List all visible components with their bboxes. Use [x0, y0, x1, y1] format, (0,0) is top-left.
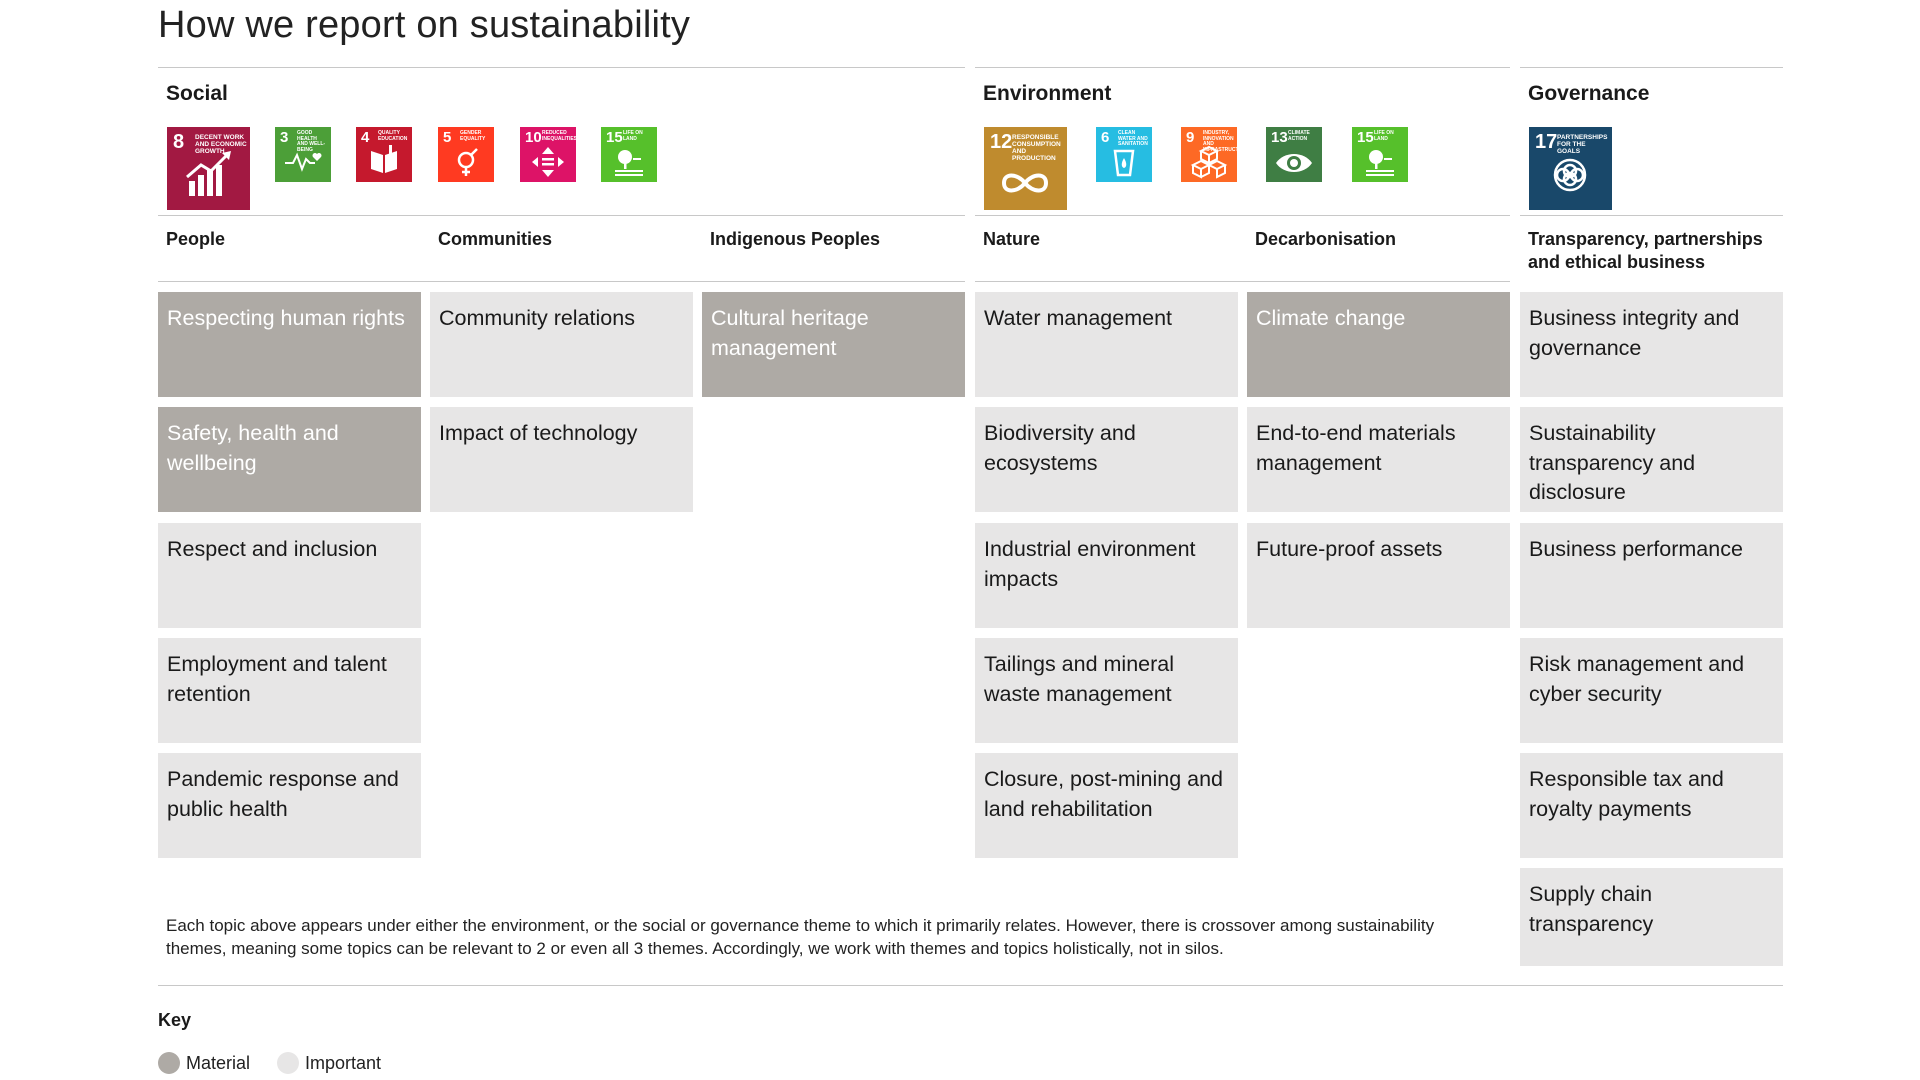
topic-cell: Pandemic response and public health	[158, 753, 421, 858]
sdg-13-icon: 13 Climate action	[1266, 127, 1322, 182]
sdg-4-icon: 4 Quality education	[356, 127, 412, 182]
topic-cell: Closure, post-mining and land rehabilita…	[975, 753, 1238, 858]
sdg-3-icon: 3 Good health and well-being	[275, 127, 331, 182]
topic-cell: Employment and talent retention	[158, 638, 421, 743]
theme-rule-social	[158, 67, 965, 68]
sdg-12-icon: 12 Responsible consumption and productio…	[984, 127, 1067, 210]
topic-cell: Industrial environment impacts	[975, 523, 1238, 628]
subtheme-decarbonisation: Decarbonisation	[1255, 229, 1397, 249]
theme-title-governance: Governance	[1528, 82, 1650, 105]
sdg-10-icon: 10 Reduced inequalities	[520, 127, 576, 182]
topics-rule-social	[158, 281, 965, 282]
topic-cell: Business integrity and governance	[1520, 292, 1783, 397]
topic-cell: Cultural heritage management	[702, 292, 965, 397]
sdg-15-icon: 15 Life on land	[1352, 127, 1408, 182]
subtheme-people: People	[166, 229, 226, 249]
subtheme-transparency: Transparency, partnerships and ethical b…	[1528, 229, 1763, 272]
topic-cell: Tailings and mineral waste management	[975, 638, 1238, 743]
topic-cell: Respect and inclusion	[158, 523, 421, 628]
topic-cell: Community relations	[430, 292, 693, 397]
theme-title-social: Social	[166, 82, 228, 105]
topic-cell: End-to-end materials management	[1247, 407, 1510, 512]
theme-rule-governance	[1520, 67, 1783, 68]
subtheme-rule-social	[158, 215, 965, 216]
page-title: How we report on sustainability	[158, 4, 691, 46]
sdg-15-icon: 15 Life on land	[601, 127, 657, 182]
key-item-material: Material	[158, 1052, 250, 1074]
topic-cell: Business performance	[1520, 523, 1783, 628]
theme-title-environment: Environment	[983, 82, 1112, 105]
topic-cell: Responsible tax and royalty payments	[1520, 753, 1783, 858]
topic-cell: Future-proof assets	[1247, 523, 1510, 628]
subtheme-indigenous-peoples: Indigenous Peoples	[710, 229, 881, 249]
key-label-material: Material	[186, 1052, 251, 1073]
key-swatch-material	[158, 1052, 180, 1074]
key-label-important: Important	[305, 1052, 382, 1073]
subtheme-rule-environment	[975, 215, 1510, 216]
topic-cell: Supply chain transparency	[1520, 868, 1783, 966]
subtheme-rule-governance	[1520, 215, 1783, 216]
sdg-17-icon: 17 Partnerships for the goals	[1529, 127, 1612, 210]
footnote: Each topic above appears under either th…	[166, 916, 1435, 959]
topic-cell: Climate change	[1247, 292, 1510, 397]
key-title: Key	[158, 1010, 192, 1030]
topic-cell: Risk management and cyber security	[1520, 638, 1783, 743]
theme-rule-environment	[975, 67, 1510, 68]
topics-rule-environment	[975, 281, 1510, 282]
topic-cell: Impact of technology	[430, 407, 693, 512]
topic-cell: Respecting human rights	[158, 292, 421, 397]
sdg-9-icon: 9 Industry, innovation and infrastructur…	[1181, 127, 1237, 182]
sdg-5-icon: 5 Gender equality	[438, 127, 494, 182]
topic-cell: Water management	[975, 292, 1238, 397]
key-swatch-important	[277, 1052, 299, 1074]
topic-cell: Safety, health and wellbeing	[158, 407, 421, 512]
topic-cell: Sustainability transparency and disclosu…	[1520, 407, 1783, 512]
key-item-important: Important	[277, 1052, 381, 1074]
sdg-6-icon: 6 Clean water and sanitation	[1096, 127, 1152, 182]
topic-cell: Biodiversity and ecosystems	[975, 407, 1238, 512]
subtheme-nature: Nature	[983, 229, 1041, 249]
sdg-8-icon: 8 Decent work and economic growth	[167, 127, 250, 210]
subtheme-communities: Communities	[438, 229, 553, 249]
footer-rule	[158, 985, 1783, 986]
